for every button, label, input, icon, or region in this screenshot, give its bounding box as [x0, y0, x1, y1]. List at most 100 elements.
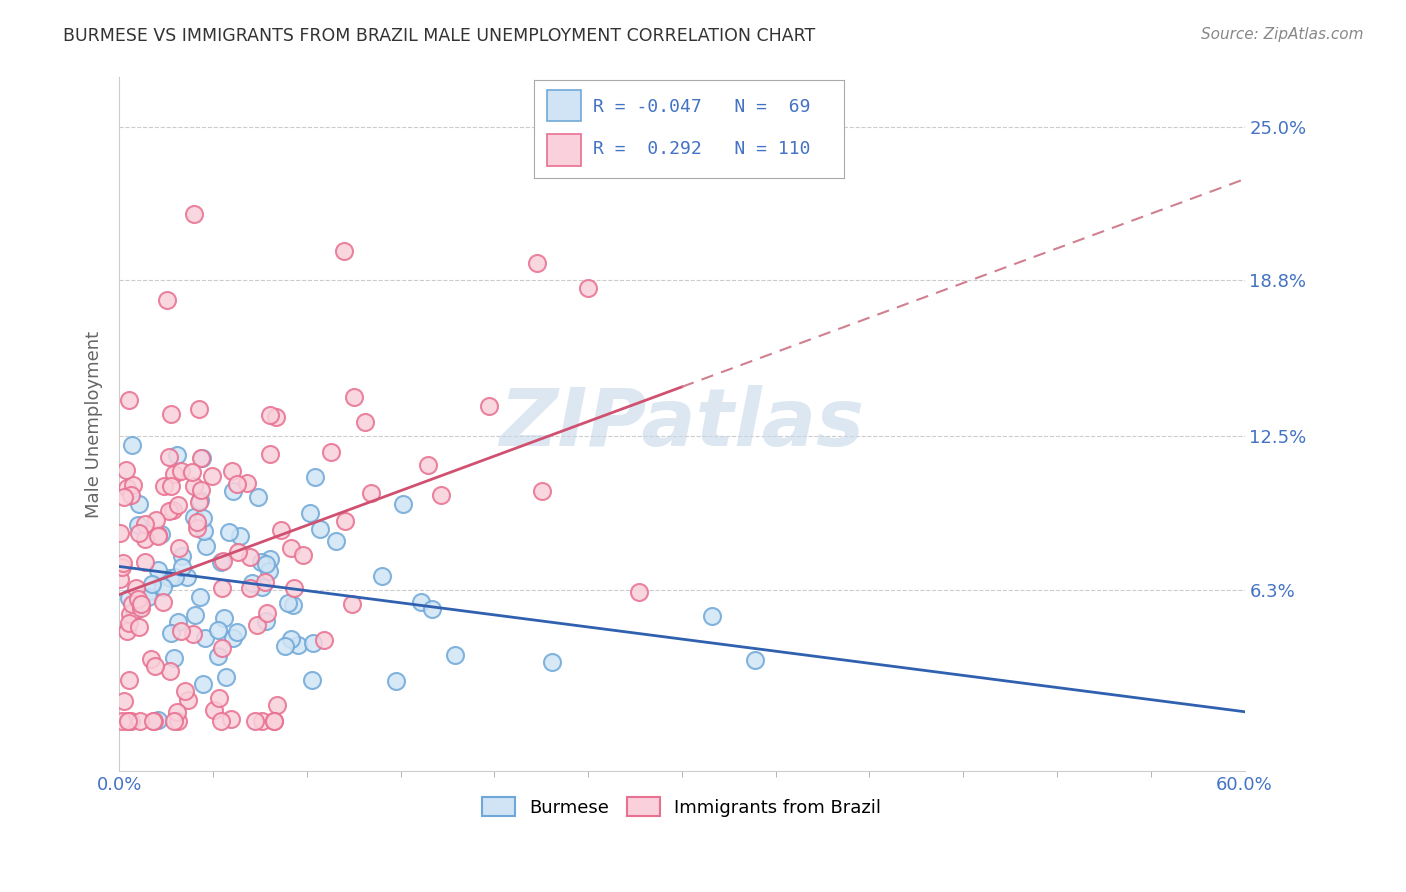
- Point: [111, 714, 134, 728]
- Point: [194, 632, 217, 646]
- Point: [243, 714, 266, 728]
- Point: [146, 563, 169, 577]
- Point: [238, 550, 260, 565]
- Point: [226, 544, 249, 558]
- Point: [236, 476, 259, 491]
- Point: [181, 465, 204, 479]
- Point: [165, 570, 187, 584]
- Text: R = -0.047   N =  69: R = -0.047 N = 69: [593, 98, 810, 116]
- Point: [163, 650, 186, 665]
- Point: [188, 495, 211, 509]
- Point: [207, 690, 229, 705]
- Point: [298, 506, 321, 520]
- Point: [280, 632, 302, 647]
- Point: [194, 539, 217, 553]
- Text: Source: ZipAtlas.com: Source: ZipAtlas.com: [1201, 27, 1364, 42]
- Point: [411, 595, 433, 609]
- Point: [170, 624, 193, 638]
- Point: [254, 557, 277, 571]
- Point: [266, 698, 288, 713]
- Point: [128, 525, 150, 540]
- Point: [148, 529, 170, 543]
- Point: [160, 407, 183, 421]
- Point: [301, 673, 323, 687]
- Point: [240, 576, 263, 591]
- Point: [191, 677, 214, 691]
- Point: [160, 479, 183, 493]
- Point: [134, 555, 156, 569]
- Point: [259, 408, 281, 422]
- Point: [333, 514, 356, 528]
- Point: [183, 478, 205, 492]
- Point: [177, 693, 200, 707]
- Point: [259, 446, 281, 460]
- Point: [319, 444, 342, 458]
- Point: [167, 714, 190, 728]
- Point: [304, 470, 326, 484]
- Point: [145, 513, 167, 527]
- Point: [744, 653, 766, 667]
- Point: [117, 624, 139, 639]
- Point: [202, 703, 225, 717]
- Point: [222, 631, 245, 645]
- Point: [142, 714, 165, 728]
- Point: [191, 451, 214, 466]
- Point: [250, 714, 273, 728]
- Point: [183, 509, 205, 524]
- Point: [342, 598, 364, 612]
- Point: [152, 594, 174, 608]
- Point: [121, 714, 143, 728]
- Point: [134, 532, 156, 546]
- Point: [118, 615, 141, 630]
- Point: [108, 526, 131, 541]
- Point: [173, 684, 195, 698]
- Point: [246, 491, 269, 505]
- Point: [392, 498, 415, 512]
- Point: [211, 554, 233, 568]
- Point: [188, 401, 211, 416]
- Point: [207, 648, 229, 663]
- Point: [280, 541, 302, 555]
- Point: [211, 640, 233, 655]
- Point: [153, 479, 176, 493]
- Point: [226, 624, 249, 639]
- Point: [259, 551, 281, 566]
- Point: [162, 503, 184, 517]
- Point: [309, 522, 332, 536]
- Point: [129, 598, 152, 612]
- Point: [193, 524, 215, 538]
- Point: [354, 415, 377, 429]
- Point: [274, 639, 297, 653]
- Point: [256, 607, 278, 621]
- Point: [114, 462, 136, 476]
- Point: [188, 493, 211, 508]
- Point: [159, 571, 181, 585]
- Text: R =  0.292   N = 110: R = 0.292 N = 110: [593, 140, 810, 158]
- Point: [115, 481, 138, 495]
- Point: [125, 581, 148, 595]
- Point: [277, 596, 299, 610]
- Point: [700, 608, 723, 623]
- Point: [157, 504, 180, 518]
- Point: [163, 467, 186, 482]
- Point: [263, 714, 285, 728]
- Point: [163, 714, 186, 728]
- Point: [120, 487, 142, 501]
- Point: [209, 714, 232, 728]
- Point: [121, 438, 143, 452]
- Point: [170, 464, 193, 478]
- Point: [108, 572, 131, 586]
- Point: [246, 618, 269, 632]
- Point: [429, 488, 451, 502]
- Point: [209, 555, 232, 569]
- Point: [226, 476, 249, 491]
- Point: [152, 580, 174, 594]
- Point: [141, 576, 163, 591]
- Point: [117, 591, 139, 605]
- Point: [122, 478, 145, 492]
- Point: [257, 564, 280, 578]
- Point: [200, 468, 222, 483]
- Point: [239, 581, 262, 595]
- Point: [222, 484, 245, 499]
- Text: BURMESE VS IMMIGRANTS FROM BRAZIL MALE UNEMPLOYMENT CORRELATION CHART: BURMESE VS IMMIGRANTS FROM BRAZIL MALE U…: [63, 27, 815, 45]
